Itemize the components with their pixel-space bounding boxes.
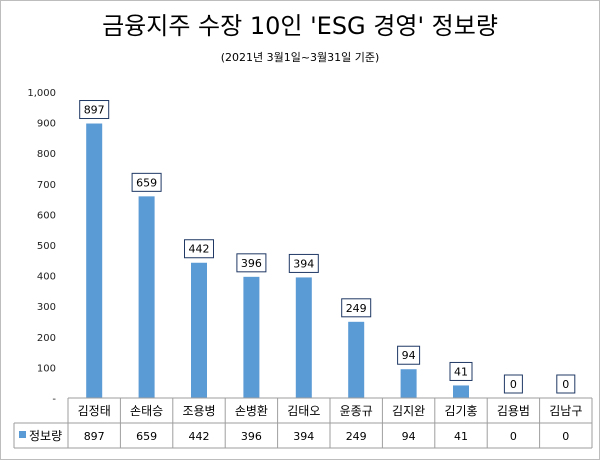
data-label-box bbox=[556, 374, 576, 394]
x-category-label: 김태오 bbox=[287, 404, 320, 418]
table-value: 41 bbox=[454, 430, 468, 443]
x-category-label: 손병환 bbox=[235, 404, 268, 418]
x-category-label: 김남구 bbox=[549, 404, 582, 418]
bar bbox=[453, 385, 469, 398]
data-label: 249 bbox=[346, 302, 367, 315]
y-tick-label: 800 bbox=[37, 149, 56, 160]
x-category-label: 김정태 bbox=[78, 404, 111, 418]
y-tick-label: 600 bbox=[37, 210, 56, 221]
bar bbox=[348, 321, 365, 398]
data-label-box bbox=[503, 374, 523, 394]
bar bbox=[295, 277, 312, 398]
data-label: 659 bbox=[136, 176, 157, 189]
bar bbox=[243, 276, 260, 398]
table-value: 396 bbox=[241, 430, 262, 443]
legend-series-name: 정보량 bbox=[29, 429, 62, 443]
y-tick-label: 200 bbox=[37, 333, 56, 344]
bar bbox=[191, 262, 207, 398]
data-label-box bbox=[288, 253, 319, 273]
data-label: 94 bbox=[402, 349, 416, 362]
data-label: 0 bbox=[510, 378, 517, 391]
table-value: 394 bbox=[293, 430, 314, 443]
data-label-box bbox=[131, 172, 162, 192]
x-category-label: 김기홍 bbox=[444, 404, 477, 418]
table-value: 897 bbox=[84, 430, 105, 443]
y-tick-label: 100 bbox=[37, 363, 56, 374]
y-tick-label: 900 bbox=[37, 119, 56, 130]
chart-subtitle: (2021년 3월1일~3월31일 기준) bbox=[220, 51, 380, 64]
y-tick-label: 400 bbox=[37, 272, 56, 283]
y-tick-label: 300 bbox=[37, 302, 56, 313]
data-label: 396 bbox=[241, 257, 262, 270]
x-category-label: 윤종규 bbox=[340, 404, 373, 418]
table-value: 249 bbox=[346, 430, 367, 443]
data-label-box bbox=[79, 100, 110, 120]
bar bbox=[138, 196, 155, 398]
x-category-label: 김용범 bbox=[497, 404, 530, 418]
x-category-label: 손태승 bbox=[130, 404, 163, 418]
data-label-box bbox=[341, 298, 372, 318]
data-label: 442 bbox=[189, 243, 210, 256]
table-value: 659 bbox=[136, 430, 157, 443]
data-label-box bbox=[397, 345, 421, 365]
data-label-box bbox=[449, 361, 473, 381]
y-tick-label: 700 bbox=[37, 180, 56, 191]
y-tick-label: 1,000 bbox=[27, 88, 56, 99]
x-category-label: 김지완 bbox=[392, 404, 425, 418]
legend-swatch bbox=[19, 431, 26, 438]
data-label: 0 bbox=[562, 378, 569, 391]
chart-title: 금융지주 수장 10인 'ESG 경영' 정보량 bbox=[102, 12, 498, 40]
x-category-label: 조용병 bbox=[182, 404, 215, 418]
bar bbox=[86, 123, 103, 398]
table-value: 0 bbox=[562, 430, 569, 443]
y-tick-label: - bbox=[52, 394, 56, 405]
table-value: 442 bbox=[189, 430, 210, 443]
table-value: 94 bbox=[402, 430, 416, 443]
data-label: 41 bbox=[454, 365, 468, 378]
bar bbox=[400, 369, 417, 398]
data-label: 394 bbox=[293, 257, 314, 270]
y-tick-label: 500 bbox=[37, 241, 56, 252]
table-value: 0 bbox=[510, 430, 517, 443]
data-label: 897 bbox=[84, 104, 105, 117]
data-label-box bbox=[184, 239, 214, 259]
data-label-box bbox=[236, 253, 267, 273]
